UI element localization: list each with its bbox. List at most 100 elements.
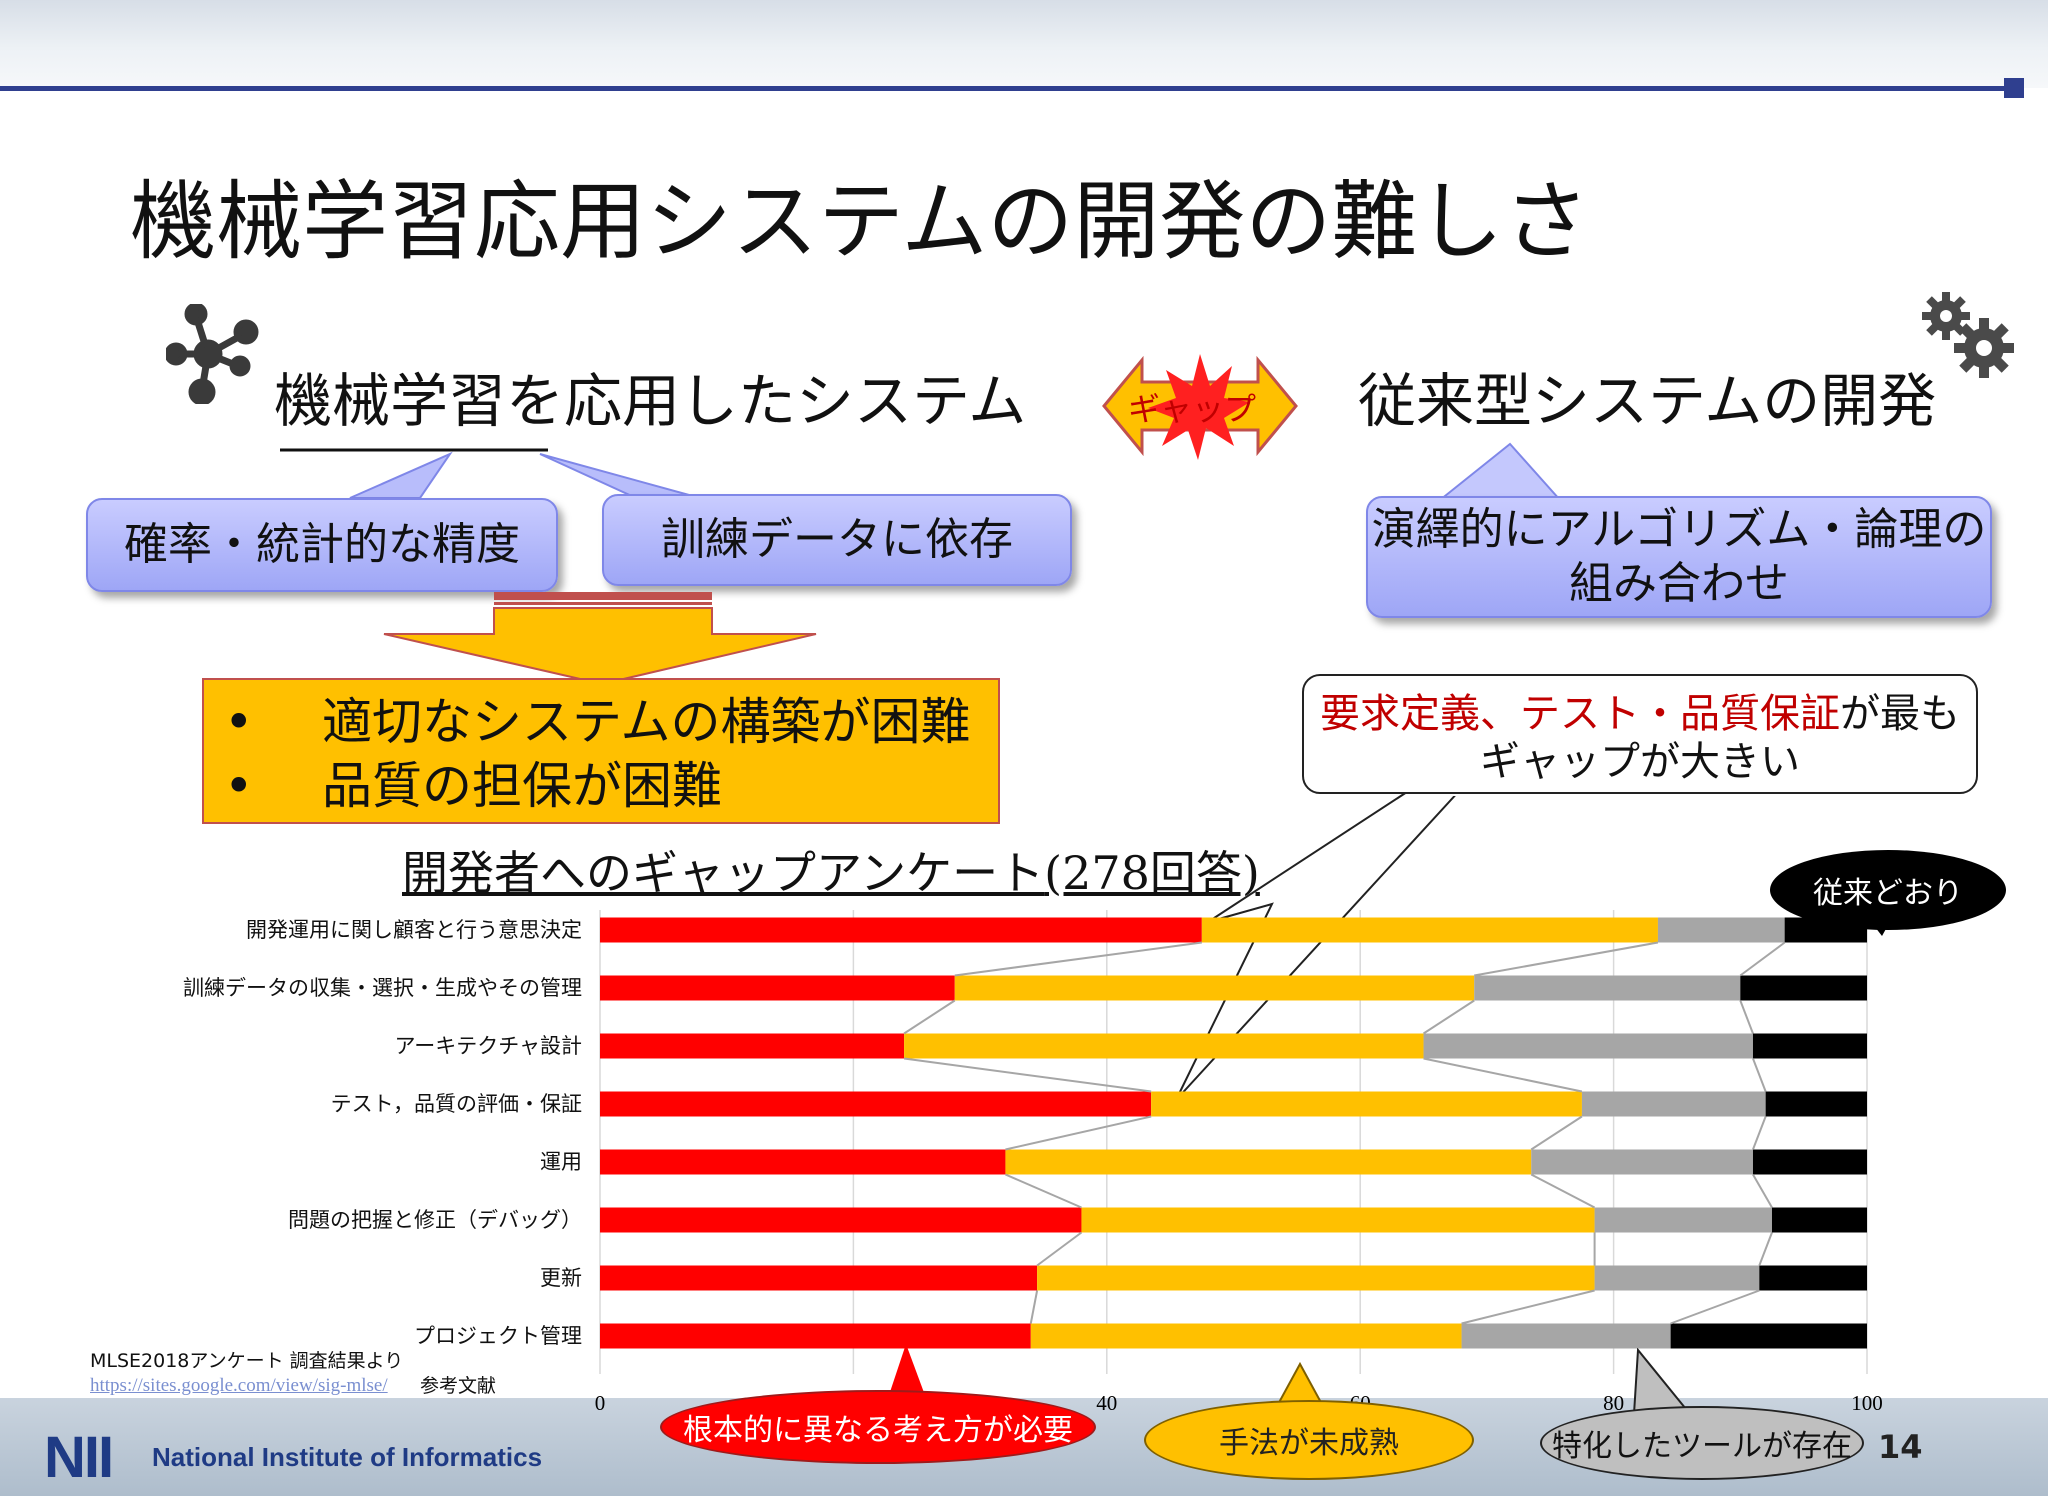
left-heading: 機械学習を応用したシステム [274,367,1027,435]
deductive-line1: 演繹的にアルゴリズム・論理の [1371,504,1987,555]
callout-rest: が最も [1840,691,1960,737]
slide-title: 機械学習応用システムの開発の難しさ [130,172,1590,272]
category-labels: 開発運用に関し顧客と行う意思決定 訓練データの収集・選択・生成やその管理 アーキテク… [100,0,582,1400]
label-fundamental-text: 根本的に異なる考え方が必要 [683,1413,1073,1448]
top-banner [0,0,2048,88]
callout-highlight: 要求定義、テスト・品質保証 [1320,691,1840,737]
series-connector [1029,1290,1039,1324]
callout-line2: ギャップが大きい [1480,739,1800,785]
bar-segment [1594,1265,1760,1291]
bar-segment [600,1323,1031,1349]
difficulty-item: • 品質の担保が困難 [204,754,998,818]
label-immature: 手法が未成熟 [1144,1400,1474,1480]
bar-segment [1594,1207,1772,1233]
label-fundamental: 根本的に異なる考え方が必要 [660,1390,1096,1464]
label-tool-text: 特化したツールが存在 [1552,1429,1852,1464]
bar-segment [1201,917,1658,943]
gap-callout: 要求定義、テスト・品質保証が最も ギャップが大きい [1302,674,1978,794]
series-connector [903,1057,1152,1093]
category-label: 更新 [540,1266,582,1290]
training-data-text: 訓練データに依存 [661,514,1013,565]
conventional-pointer [1868,918,1892,936]
series-connector [1670,1289,1760,1325]
category-label: 運用 [540,1150,582,1174]
label-immature-text: 手法が未成熟 [1219,1426,1399,1461]
bar-segment [600,975,955,1001]
series-connector [1752,1174,1773,1208]
category-label: 訓練データの収集・選択・生成やその管理 [183,976,582,1000]
bar-segment [1531,1149,1753,1175]
x-tick-label: 100 [1851,1391,1883,1415]
bar-segment [954,975,1475,1001]
series-connector [1752,1116,1767,1150]
difficulty-item: • 適切なシステムの構築が困難 [204,690,998,754]
survey-title-main: 開発者へのギャップアンケート [402,846,1045,900]
series-connector [1758,1232,1773,1266]
source-reference: 参考文献 [420,1375,497,1397]
page-number: 14 [1878,1428,1923,1466]
series-connector [1739,941,1786,977]
bar-segment [1752,1033,1867,1059]
x-tick-label: 0 [595,1391,606,1415]
difficulty-item-text: 適切なシステムの構築が困難 [322,693,971,751]
series-connector [1752,1058,1767,1092]
deductive-line2: 組み合わせ [1569,558,1789,609]
bar-segment [1752,1149,1867,1175]
bar-segment [1765,1091,1867,1117]
fundamental-pointer [888,1344,926,1398]
top-rule [0,86,2008,91]
institute-name: National Institute of Informatics [152,1442,543,1472]
bar-segment [600,917,1202,943]
series-connector [903,999,956,1035]
series-connector [954,941,1202,977]
probability-text: 確率・統計的な精度 [124,519,520,570]
x-tick-label: 40 [1096,1391,1117,1415]
bar-segment [1670,1323,1867,1349]
difficulty-item-text: 品質の担保が困難 [322,757,722,815]
series-connector [1005,1115,1152,1151]
gap-arrow [1102,354,1298,460]
network-icon [166,304,259,404]
bar-segment [600,1149,1006,1175]
gears-icon [1922,292,2014,378]
bar-segment [1474,975,1741,1001]
x-tick-label: 80 [1603,1391,1624,1415]
label-conventional: 従来どおり [1770,850,2006,930]
bar-segment [1037,1265,1595,1291]
label-tool: 特化したツールが存在 [1540,1406,1864,1480]
category-label: プロジェクト管理 [414,1324,582,1348]
series-connector [1036,1231,1083,1267]
bar-segment [1461,1323,1671,1349]
series-connector [1739,1000,1754,1034]
bar-segment [1759,1265,1867,1291]
category-label: 問題の把握と修正（デバッグ） [288,1208,582,1232]
top-square [2004,78,2024,98]
probability-bubble: 確率・統計的な精度 [86,498,558,592]
bar-segment [1657,917,1785,943]
bar-segment [1771,1207,1867,1233]
category-label: 開発運用に関し顧客と行う意思決定 [246,918,582,942]
label-conventional-text: 従来どおり [1813,876,1963,911]
bar-segment [1081,1207,1595,1233]
bar-segment [904,1033,1424,1059]
series-connector [1423,1057,1583,1093]
source-link[interactable]: https://sites.google.com/view/sig-mlse/ [90,1375,388,1396]
survey-title-count: (278回答) [1044,846,1260,900]
bar-segment [1005,1149,1532,1175]
gap-survey-chart: 0406080100 [595,910,1883,1415]
series-connector [1530,1115,1583,1151]
series-connector [1461,1289,1595,1325]
survey-title: 開発者へのギャップアンケート(278回答) [402,845,1260,901]
bullet: • [224,693,254,751]
deductive-bubble: 演繹的にアルゴリズム・論理の 組み合わせ [1366,496,1992,618]
bar-segment [1581,1091,1766,1117]
bar-segment [1030,1323,1462,1349]
series-connector [1423,999,1475,1035]
right-heading: 従来型システムの開発 [1358,367,1937,435]
bar-segment [600,1033,905,1059]
bar-segment [600,1265,1038,1291]
series-connector [1530,1173,1596,1209]
gap-label: ギャップ [1128,390,1257,428]
bullet: • [224,757,254,815]
bar-segment [1740,975,1867,1001]
